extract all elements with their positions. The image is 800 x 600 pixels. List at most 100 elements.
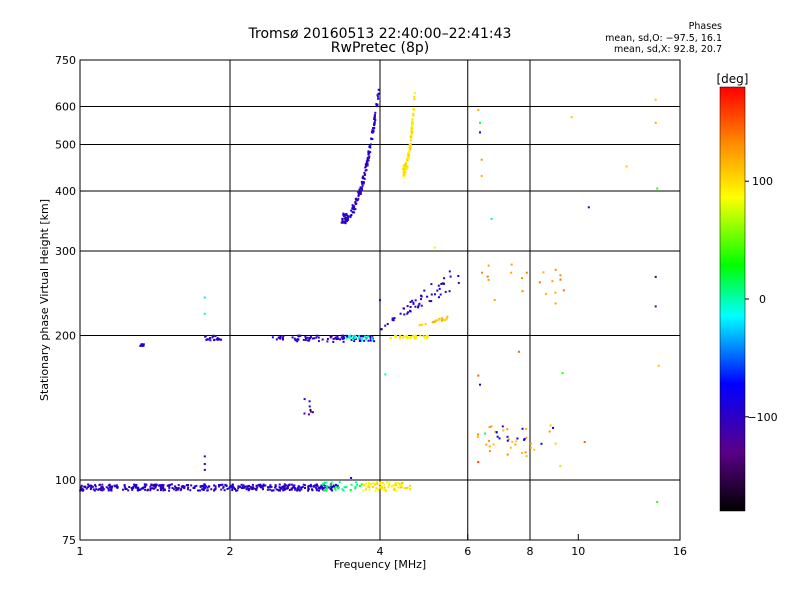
data-point xyxy=(354,336,357,339)
data-point xyxy=(98,483,101,486)
data-point xyxy=(342,340,345,343)
data-point xyxy=(198,489,201,492)
data-point xyxy=(85,487,88,490)
data-point xyxy=(114,485,117,488)
data-point xyxy=(376,95,379,98)
data-point xyxy=(502,429,505,432)
data-point xyxy=(183,486,186,489)
data-point xyxy=(321,483,324,486)
data-point xyxy=(403,172,406,175)
data-point xyxy=(81,489,84,492)
data-point xyxy=(371,336,374,339)
data-point xyxy=(307,487,310,490)
data-point xyxy=(363,177,366,180)
data-point xyxy=(388,483,391,486)
data-point xyxy=(540,442,543,445)
data-point xyxy=(209,339,212,342)
data-point xyxy=(311,488,313,491)
data-point xyxy=(387,486,390,489)
data-point xyxy=(309,410,312,413)
data-point xyxy=(365,338,368,341)
data-point xyxy=(399,334,402,337)
data-point xyxy=(253,487,256,490)
data-point xyxy=(377,92,380,95)
data-point xyxy=(414,305,417,308)
data-point xyxy=(354,198,357,200)
data-point xyxy=(142,344,145,347)
data-point xyxy=(383,486,386,489)
y-tick-label: 500 xyxy=(55,139,76,152)
data-point xyxy=(303,398,306,401)
data-point xyxy=(371,338,373,341)
data-point xyxy=(144,488,147,491)
data-point xyxy=(403,487,406,489)
data-point xyxy=(538,281,541,284)
data-point xyxy=(364,166,367,169)
data-point xyxy=(354,481,357,484)
data-point xyxy=(136,487,139,490)
data-point xyxy=(413,335,416,338)
data-point xyxy=(274,484,277,487)
data-point xyxy=(424,335,427,338)
data-point xyxy=(336,337,339,340)
data-point xyxy=(498,437,501,440)
data-point xyxy=(353,205,356,208)
data-point xyxy=(383,484,386,487)
data-point xyxy=(326,338,329,340)
data-point xyxy=(317,336,320,339)
data-point xyxy=(92,488,95,491)
data-point xyxy=(448,270,451,273)
data-point xyxy=(342,489,345,492)
data-point xyxy=(107,484,110,487)
data-point xyxy=(325,481,328,484)
data-point xyxy=(166,484,169,487)
data-point xyxy=(490,217,493,220)
data-point xyxy=(406,337,409,340)
data-point xyxy=(388,481,391,484)
data-point xyxy=(417,306,419,309)
data-point xyxy=(203,455,206,458)
data-point xyxy=(282,486,285,489)
data-point xyxy=(262,483,265,486)
data-point xyxy=(446,315,449,318)
data-point xyxy=(410,135,413,138)
data-point xyxy=(342,213,345,216)
data-point xyxy=(395,489,398,492)
data-point xyxy=(524,451,527,454)
data-point xyxy=(479,121,481,124)
data-point xyxy=(559,278,562,281)
data-point xyxy=(110,485,113,488)
data-point xyxy=(358,335,360,338)
data-point xyxy=(246,485,249,488)
data-point xyxy=(293,484,296,487)
data-point xyxy=(333,487,336,490)
data-point xyxy=(371,129,374,132)
data-point xyxy=(308,400,311,403)
data-point xyxy=(134,483,137,486)
data-point xyxy=(279,489,281,492)
data-point xyxy=(399,312,402,315)
data-point xyxy=(93,489,96,492)
data-point xyxy=(441,282,444,285)
data-point xyxy=(364,488,367,491)
x-tick-label: 6 xyxy=(464,545,471,558)
data-point xyxy=(158,484,161,487)
data-point xyxy=(282,489,285,492)
data-point xyxy=(394,335,397,337)
data-point xyxy=(353,206,356,209)
data-point xyxy=(282,338,284,341)
data-point xyxy=(403,164,406,167)
data-point xyxy=(413,92,416,95)
data-point xyxy=(488,450,491,453)
data-point xyxy=(494,430,497,433)
data-point xyxy=(109,486,112,489)
data-point xyxy=(81,487,84,490)
y-tick-label: 300 xyxy=(55,245,76,258)
data-point xyxy=(399,486,402,489)
data-point xyxy=(405,487,408,489)
data-point xyxy=(359,186,362,189)
data-point xyxy=(90,486,93,489)
data-point xyxy=(368,152,370,155)
data-point xyxy=(218,338,221,341)
data-point xyxy=(359,187,362,190)
